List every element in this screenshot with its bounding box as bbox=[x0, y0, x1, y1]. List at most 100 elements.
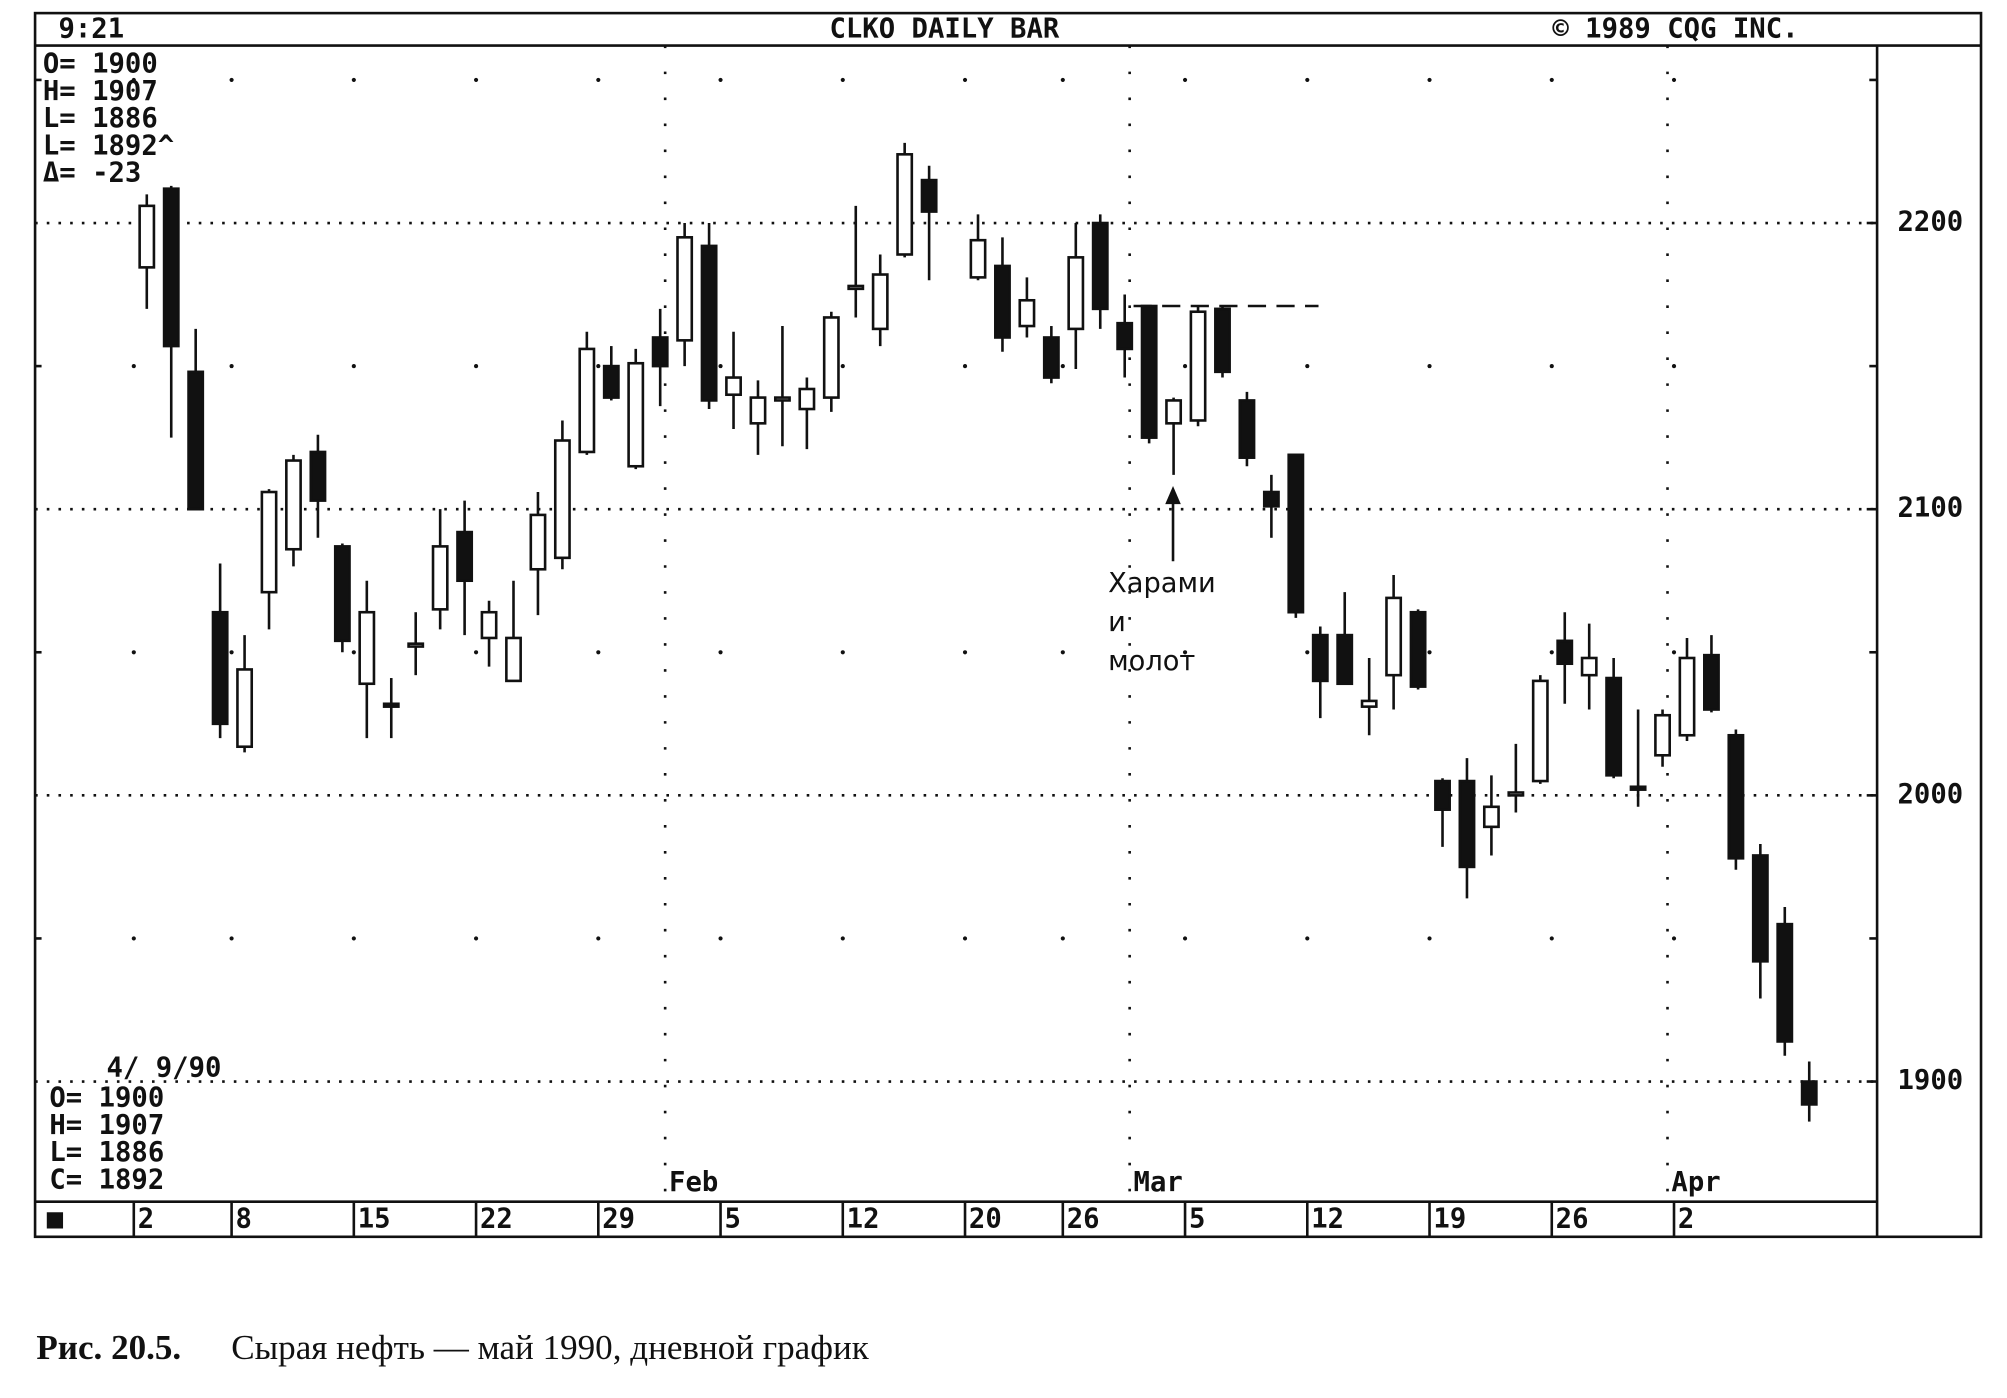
candle-body bbox=[1482, 805, 1500, 829]
candle-body bbox=[211, 610, 229, 726]
grid-dot bbox=[1549, 650, 1554, 655]
candle-body bbox=[1556, 639, 1574, 666]
candle-body bbox=[1629, 785, 1647, 791]
grid-dot bbox=[962, 936, 968, 941]
grid-dot bbox=[840, 936, 845, 941]
candle-body bbox=[676, 236, 694, 342]
y-tick-label: 2100 bbox=[1898, 493, 1964, 524]
x-tick-label: 19 bbox=[1433, 1203, 1466, 1234]
grid-dot bbox=[962, 77, 968, 83]
x-tick-label: 26 bbox=[1067, 1203, 1100, 1234]
candle-body bbox=[480, 610, 498, 640]
grid-dot bbox=[1671, 364, 1677, 369]
candle-body bbox=[553, 439, 571, 560]
candle-body bbox=[260, 490, 278, 594]
x-tick-label: 8 bbox=[235, 1203, 251, 1234]
grid-dot bbox=[596, 364, 601, 369]
grid-dot bbox=[351, 364, 356, 369]
x-tick-label: 22 bbox=[480, 1203, 513, 1234]
candle-body bbox=[1360, 699, 1378, 708]
copyright: © 1989 CQG INC. bbox=[1552, 14, 1798, 45]
time: 9:21 bbox=[58, 14, 124, 45]
x-tick-label: 29 bbox=[602, 1203, 635, 1234]
candle-body bbox=[1189, 310, 1207, 422]
candle-body bbox=[1678, 656, 1696, 737]
candle-body bbox=[1262, 490, 1280, 508]
x-tick-label: 2 bbox=[1678, 1203, 1694, 1234]
grid-dot bbox=[131, 936, 136, 941]
grid-dot bbox=[596, 936, 601, 941]
month-label: Apr bbox=[1671, 1167, 1720, 1198]
chart-title: CLKO DAILY BAR bbox=[829, 14, 1059, 45]
info-line: L= 1886 bbox=[49, 1137, 164, 1168]
candle-body bbox=[1409, 610, 1427, 688]
info-line: O= 1900 bbox=[43, 49, 158, 80]
candle-body bbox=[1800, 1080, 1818, 1106]
grid-dot bbox=[473, 364, 479, 369]
grid-dot bbox=[473, 936, 479, 941]
candle-body bbox=[333, 545, 351, 643]
grid-dot bbox=[596, 77, 601, 83]
grid-dot bbox=[1305, 364, 1310, 369]
info-line: H= 1907 bbox=[49, 1110, 164, 1141]
grid-dot bbox=[1549, 936, 1554, 941]
candle-body bbox=[651, 336, 669, 368]
candle-body bbox=[358, 610, 376, 686]
month-label: Mar bbox=[1134, 1167, 1183, 1198]
candle-body bbox=[1507, 791, 1525, 797]
candle-body bbox=[1727, 733, 1745, 860]
grid-dot bbox=[131, 77, 136, 83]
grid-dot bbox=[1671, 77, 1677, 83]
grid-dot bbox=[351, 650, 356, 655]
grid-dot bbox=[718, 364, 723, 369]
grid-dot bbox=[229, 364, 234, 369]
grid-dot bbox=[962, 650, 968, 655]
grid-dot bbox=[131, 650, 136, 655]
grid-dot bbox=[229, 936, 234, 941]
candle-body bbox=[1091, 221, 1109, 311]
frame bbox=[33, 11, 1983, 1239]
candle-body bbox=[1531, 679, 1549, 783]
candle-body bbox=[1434, 779, 1451, 811]
grid-dot bbox=[1182, 936, 1188, 941]
candle-body bbox=[162, 187, 180, 348]
candle-body bbox=[773, 396, 791, 402]
grid-dot bbox=[1060, 650, 1065, 655]
grid-dot bbox=[351, 936, 356, 941]
info-date: 4/ 9/90 bbox=[107, 1053, 222, 1084]
grid-dot bbox=[1427, 364, 1432, 369]
grid-dot bbox=[473, 77, 479, 83]
candle-body bbox=[1605, 676, 1623, 777]
x-tick-label: 20 bbox=[969, 1203, 1002, 1234]
x-tick-label: 5 bbox=[724, 1203, 740, 1234]
grid-dot bbox=[1305, 77, 1310, 83]
candle-body bbox=[994, 264, 1011, 339]
arrow-head bbox=[1165, 485, 1181, 505]
candle-body bbox=[920, 178, 938, 213]
grid-dot bbox=[840, 77, 845, 83]
candle-body bbox=[309, 450, 327, 502]
grid-dot bbox=[1060, 936, 1065, 941]
annotation: и bbox=[1108, 607, 1126, 638]
grid-dot bbox=[1182, 650, 1188, 655]
candle-body bbox=[1385, 596, 1403, 677]
candle-body bbox=[847, 284, 865, 291]
grid-dot bbox=[473, 650, 479, 655]
annotation: молот bbox=[1108, 646, 1195, 677]
grid-dot bbox=[1549, 77, 1554, 83]
candle-body bbox=[456, 530, 474, 583]
candle-body bbox=[1238, 399, 1256, 459]
candle-body bbox=[602, 364, 620, 399]
grid-dot bbox=[1182, 364, 1188, 369]
candle-body bbox=[529, 513, 547, 571]
candle-body bbox=[871, 273, 889, 331]
x-tick-label: 15 bbox=[358, 1203, 391, 1234]
x-tick-label: 12 bbox=[1311, 1203, 1344, 1234]
candle-body bbox=[1018, 298, 1036, 328]
grid-dot bbox=[840, 650, 845, 655]
candle-body bbox=[798, 387, 816, 411]
candle-body bbox=[431, 545, 449, 611]
x-tick-label: 5 bbox=[1189, 1203, 1205, 1234]
caption-label: Рис. 20.5. bbox=[36, 1328, 181, 1367]
